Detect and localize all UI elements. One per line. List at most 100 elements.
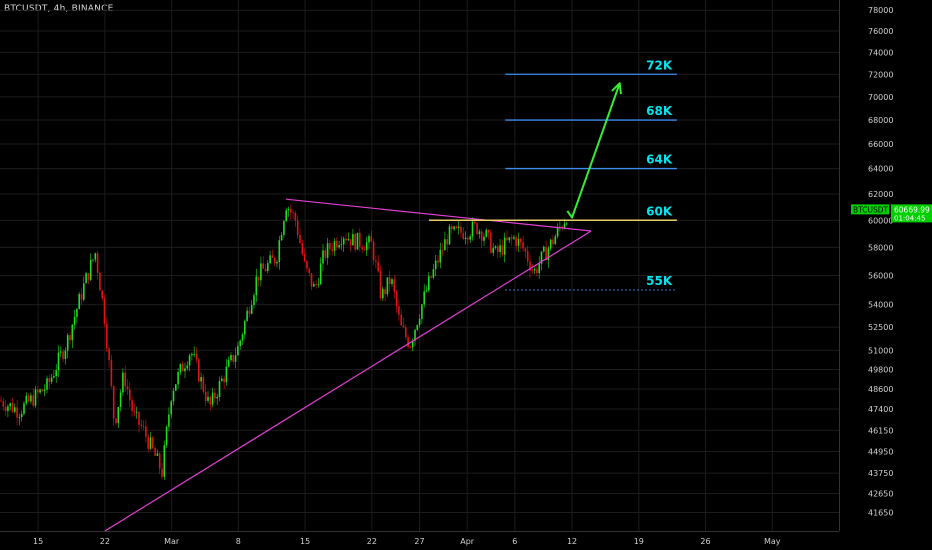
candle-body [285,210,287,222]
y-tick-label: 51000 [868,346,893,355]
candle-body [142,426,145,427]
candle-body [349,239,352,246]
candle-body [499,245,501,253]
candle-body [80,294,83,300]
candle-body [0,400,2,402]
candle-body [506,237,508,241]
candle-body [209,396,212,405]
candle-body [460,226,462,233]
candle-body [529,261,531,271]
candle-body [99,273,101,291]
y-tick-label: 44950 [868,447,893,456]
candle-body [108,348,110,361]
y-tick-label: 60000 [868,216,893,225]
candle-body [492,248,494,253]
candle-body [46,378,48,390]
candle-body [202,377,205,392]
candle-body [276,261,278,264]
candle-body [407,337,409,347]
candle-body [138,411,140,425]
candle-body [18,417,21,418]
candle-body [179,364,182,372]
candle-body [359,232,361,247]
candle-body [372,241,375,261]
level-label-60k: 60K [646,204,673,218]
candle-body [239,340,241,347]
candle-body [53,375,55,378]
candle-body [451,226,453,230]
candle-body [365,242,368,251]
candle-body [547,248,550,261]
candle-body [342,238,345,245]
x-tick-label: 8 [236,537,241,546]
candle-body [218,380,221,398]
candle-body [444,239,446,251]
y-tick-label: 42650 [868,490,893,499]
candle-body [402,325,405,328]
candle-body [361,246,363,250]
candle-body [69,335,71,341]
candle-body [34,389,37,406]
candle-body [147,436,149,449]
candle-body [538,263,540,274]
candle-body [303,254,306,261]
projection-arrow-head [611,82,622,95]
candle-body [478,231,481,235]
candle-body [384,289,386,295]
price-tag-countdown: 01:04:45 [894,214,925,222]
y-tick-label: 48600 [868,385,893,394]
candle-body [331,249,333,251]
y-tick-label: 76000 [868,27,893,36]
candle-body [230,355,232,361]
candle-body [386,277,389,295]
candle-body [152,437,154,449]
candle-body [400,314,402,326]
y-tick-label: 43750 [868,469,893,478]
candle-body [149,437,152,449]
candle-body [543,246,545,252]
candle-body [246,310,248,322]
candle-body [154,448,156,456]
x-tick-label: 26 [700,537,710,546]
candle-body [540,251,543,264]
candle-body [418,318,421,326]
candle-body [345,238,347,241]
candle-body [423,291,425,305]
candle-body [23,403,25,414]
candle-body [207,396,209,401]
y-tick-label: 74000 [868,48,893,57]
candle-body [96,253,99,274]
candle-body [83,283,85,300]
candle-body [181,364,184,372]
candle-body [78,294,80,310]
candle-body [27,395,30,402]
candle-body [117,406,120,424]
candle-body [184,368,186,372]
candle-body [175,384,177,391]
candle-body [161,468,163,477]
price-tag-value: 60669.99 [894,205,930,214]
candle-body [4,406,7,411]
candle-body [421,304,423,319]
candle-body [76,309,78,317]
candle-body [131,400,133,412]
candle-body [273,257,276,264]
candle-body [531,270,534,272]
y-tick-label: 66000 [868,140,893,149]
candle-body [414,329,416,341]
candle-body [30,395,32,402]
candle-body [170,401,172,415]
candle-body [497,246,499,253]
candle-body [329,243,331,250]
price-tag-symbol: BTCUSDT [853,205,889,214]
candle-body [549,239,552,249]
candle-body [487,229,490,233]
candle-body [409,346,412,348]
candle-body [552,239,554,245]
candle-body [253,295,255,306]
candle-body [39,389,41,393]
candle-body [296,220,299,236]
candle-body [515,237,517,246]
candle-body [221,378,223,381]
